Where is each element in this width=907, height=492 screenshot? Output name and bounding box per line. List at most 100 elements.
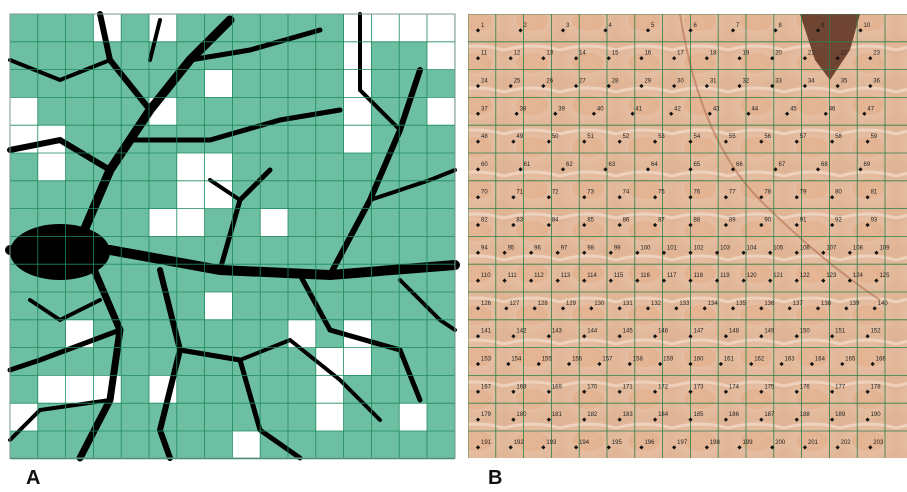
point-label: 184 <box>658 412 669 418</box>
point-label: 35 <box>841 79 848 85</box>
point-label: 40 <box>597 106 604 112</box>
white-cell <box>344 14 372 42</box>
point-label: 30 <box>677 79 684 85</box>
point-label: 131 <box>623 301 634 307</box>
point-label: 123 <box>826 273 837 279</box>
point-label: 155 <box>542 357 553 363</box>
point-label: 74 <box>623 190 630 196</box>
point-label: 152 <box>871 329 882 335</box>
point-label: 141 <box>481 329 492 335</box>
point-label: 15 <box>612 51 619 57</box>
point-label: 104 <box>747 245 758 251</box>
point-label: 27 <box>579 79 586 85</box>
figure: A 12345678910111213141516171819202122232… <box>0 0 907 492</box>
white-cell <box>344 348 372 376</box>
point-label: 193 <box>546 440 557 446</box>
point-label: 199 <box>743 440 754 446</box>
point-label: 62 <box>566 162 573 168</box>
point-label: 19 <box>743 51 750 57</box>
point-label: 120 <box>747 273 758 279</box>
point-label: 71 <box>516 190 523 196</box>
point-label: 144 <box>587 329 598 335</box>
point-label: 91 <box>800 218 807 224</box>
point-label: 203 <box>873 440 884 446</box>
point-label: 106 <box>800 245 811 251</box>
point-label: 130 <box>594 301 605 307</box>
point-label: 70 <box>481 190 488 196</box>
point-label: 28 <box>612 79 619 85</box>
white-cell <box>344 42 372 70</box>
point-label: 54 <box>694 134 701 140</box>
white-cell <box>316 403 344 431</box>
point-label: 29 <box>644 79 651 85</box>
point-label: 159 <box>663 357 674 363</box>
point-label: 194 <box>579 440 590 446</box>
point-label: 77 <box>729 190 736 196</box>
point-label: 164 <box>815 357 826 363</box>
point-label: 161 <box>724 357 735 363</box>
point-label: 86 <box>623 218 630 224</box>
point-label: 135 <box>736 301 747 307</box>
point-label: 20 <box>775 51 782 57</box>
point-label: 118 <box>694 273 704 279</box>
point-label: 26 <box>546 79 553 85</box>
point-label: 137 <box>793 301 804 307</box>
point-label: 66 <box>736 162 743 168</box>
point-label: 169 <box>552 384 563 390</box>
point-label: 94 <box>481 245 488 251</box>
white-cell <box>205 153 233 181</box>
point-label: 72 <box>552 190 559 196</box>
point-label: 158 <box>633 357 644 363</box>
point-label: 51 <box>587 134 594 140</box>
point-label: 179 <box>481 412 492 418</box>
point-label: 31 <box>710 79 717 85</box>
white-cell <box>427 14 455 42</box>
white-cell <box>177 153 205 181</box>
point-label: 107 <box>826 245 837 251</box>
point-label: 165 <box>845 357 856 363</box>
point-label: 195 <box>612 440 623 446</box>
point-label: 33 <box>775 79 782 85</box>
point-label: 121 <box>773 273 784 279</box>
point-label: 133 <box>679 301 690 307</box>
point-label: 59 <box>871 134 878 140</box>
point-label: 189 <box>835 412 846 418</box>
point-label: 126 <box>481 301 492 307</box>
point-label: 81 <box>871 190 878 196</box>
point-label: 47 <box>867 106 874 112</box>
point-label: 49 <box>516 134 523 140</box>
point-label: 75 <box>658 190 665 196</box>
white-cell <box>232 431 260 459</box>
point-label: 68 <box>821 162 828 168</box>
point-label: 16 <box>644 51 651 57</box>
point-label: 156 <box>572 357 583 363</box>
white-cell <box>427 42 455 70</box>
point-label: 136 <box>764 301 775 307</box>
point-label: 32 <box>743 79 750 85</box>
point-label: 80 <box>835 190 842 196</box>
point-label: 127 <box>509 301 520 307</box>
point-label: 168 <box>516 384 527 390</box>
point-label: 180 <box>516 412 527 418</box>
point-label: 95 <box>508 245 515 251</box>
point-label: 145 <box>623 329 634 335</box>
point-label: 78 <box>764 190 771 196</box>
point-label: 175 <box>764 384 775 390</box>
point-label: 178 <box>871 384 882 390</box>
point-label: 139 <box>849 301 860 307</box>
point-label: 98 <box>587 245 594 251</box>
point-label: 148 <box>729 329 740 335</box>
point-label: 202 <box>841 440 852 446</box>
point-label: 60 <box>481 162 488 168</box>
white-cell <box>149 14 177 42</box>
point-label: 76 <box>694 190 701 196</box>
point-label: 39 <box>558 106 565 112</box>
point-label: 14 <box>579 51 586 57</box>
white-cell <box>427 97 455 125</box>
point-label: 142 <box>516 329 527 335</box>
point-label: 85 <box>587 218 594 224</box>
point-label: 13 <box>546 51 553 57</box>
point-label: 162 <box>754 357 765 363</box>
white-cell <box>177 181 205 209</box>
